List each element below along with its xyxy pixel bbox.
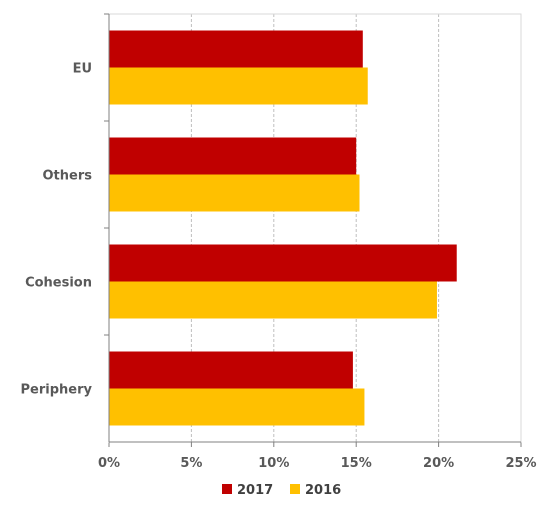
category-label: EU bbox=[73, 62, 92, 77]
x-tick-label: 10% bbox=[258, 456, 289, 471]
x-tick-label: 5% bbox=[180, 456, 202, 471]
category-labels: EU Others Cohesion Periphery bbox=[21, 62, 93, 398]
bars bbox=[109, 30, 457, 426]
bar-2016-cohesion bbox=[109, 281, 437, 319]
legend-label-2017: 2017 bbox=[237, 483, 273, 498]
bar-2017-cohesion bbox=[109, 244, 457, 282]
bar-2017-eu bbox=[109, 30, 363, 68]
x-tick-label: 20% bbox=[423, 456, 454, 471]
bar-2016-periphery bbox=[109, 388, 365, 426]
category-label: Periphery bbox=[21, 383, 93, 398]
legend-swatch-2017 bbox=[222, 484, 232, 494]
bar-2016-eu bbox=[109, 67, 368, 105]
x-tick-label: 25% bbox=[505, 456, 536, 471]
x-tick-labels: 0% 5% 10% 15% 20% 25% bbox=[98, 456, 537, 471]
x-tick-label: 0% bbox=[98, 456, 120, 471]
x-tick-label: 15% bbox=[341, 456, 372, 471]
legend-label-2016: 2016 bbox=[305, 483, 341, 498]
bar-2016-others bbox=[109, 174, 360, 212]
legend-swatch-2016 bbox=[290, 484, 300, 494]
bar-2017-periphery bbox=[109, 351, 353, 389]
legend: 2017 2016 bbox=[222, 483, 341, 498]
category-label: Cohesion bbox=[25, 276, 92, 291]
axes bbox=[104, 13, 522, 447]
bar-2017-others bbox=[109, 137, 357, 175]
category-label: Others bbox=[43, 169, 93, 184]
